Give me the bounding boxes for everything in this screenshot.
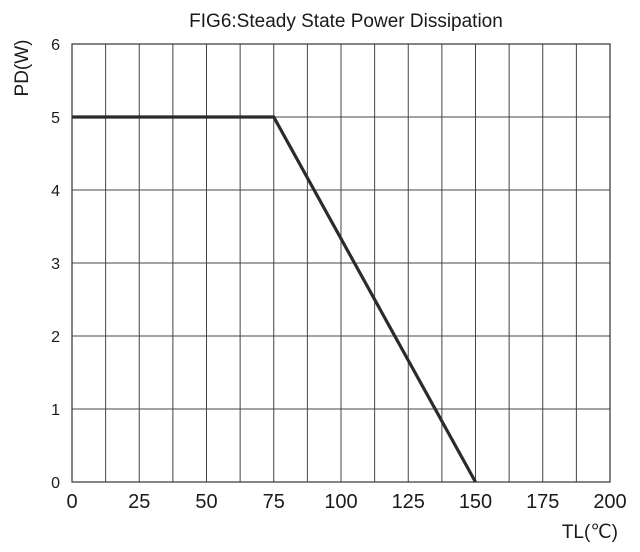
y-tick-label: 4 <box>51 183 60 200</box>
y-tick-label: 3 <box>51 256 60 273</box>
x-tick-label: 175 <box>526 491 559 513</box>
y-tick-labels: 0 1 2 3 4 5 6 <box>51 37 60 492</box>
x-tick-label: 200 <box>593 491 626 513</box>
y-tick-label: 6 <box>51 37 60 54</box>
x-tick-label: 125 <box>392 491 425 513</box>
x-tick-labels: 0 25 50 75 100 125 150 175 200 <box>66 491 626 513</box>
x-axis-label: TL(℃) <box>562 522 618 543</box>
x-tick-label: 0 <box>66 491 77 513</box>
chart-title: FIG6:Steady State Power Dissipation <box>189 11 503 32</box>
y-tick-label: 0 <box>51 475 60 492</box>
grid <box>72 44 610 482</box>
x-tick-label: 100 <box>324 491 357 513</box>
x-tick-label: 50 <box>195 491 217 513</box>
y-axis-label: PD(W) <box>12 40 33 97</box>
y-tick-label: 5 <box>51 110 60 127</box>
y-tick-label: 1 <box>51 402 60 419</box>
x-tick-label: 25 <box>128 491 150 513</box>
x-tick-label: 150 <box>459 491 492 513</box>
x-tick-label: 75 <box>263 491 285 513</box>
y-tick-label: 2 <box>51 329 60 346</box>
